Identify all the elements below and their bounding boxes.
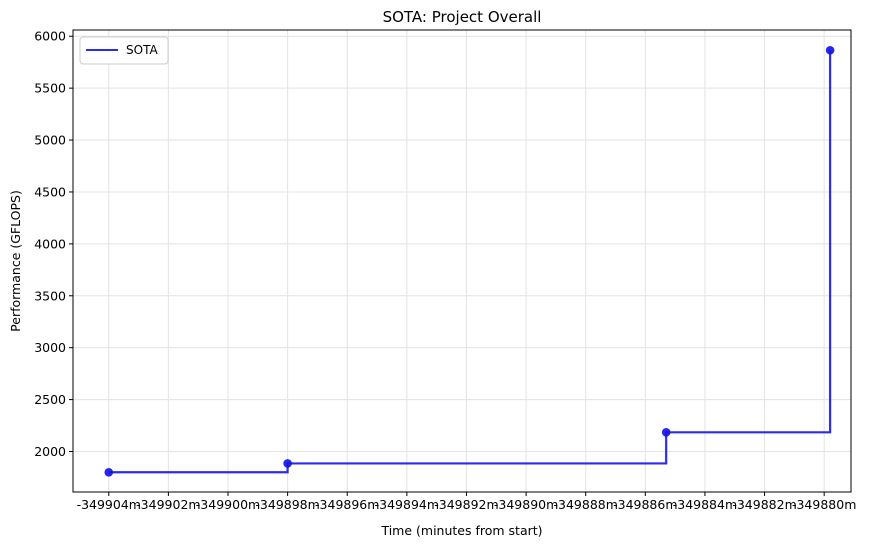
data-point	[283, 459, 292, 468]
plot-frame	[72, 29, 852, 493]
x-tick-label: -349884m	[673, 497, 737, 512]
y-tick-label: 2000	[34, 444, 66, 459]
x-tick-label: -349904m	[77, 497, 141, 512]
x-tick-label: -349896m	[315, 497, 379, 512]
x-tick-label: -349898m	[255, 497, 319, 512]
y-tick-label: 2500	[34, 392, 66, 407]
data-point	[825, 45, 835, 55]
x-tick-label: -349888m	[554, 497, 618, 512]
x-tick-label: -349894m	[375, 497, 439, 512]
chart-title: SOTA: Project Overall	[383, 8, 542, 26]
x-axis: -349904m-349902m-349900m-349898m-349896m…	[77, 492, 856, 512]
series-layer	[104, 45, 835, 477]
y-tick-label: 6000	[34, 29, 66, 44]
data-point	[104, 467, 114, 477]
legend-label: SOTA	[126, 43, 158, 57]
data-point	[661, 428, 671, 437]
legend: SOTA	[79, 36, 169, 65]
grid	[73, 30, 851, 492]
x-tick-label: -349880m	[792, 497, 856, 512]
y-tick-label: 3000	[34, 340, 66, 355]
legend-box	[79, 36, 169, 65]
series-line-sota	[108, 50, 832, 474]
y-axis-label: Performance (GFLOPS)	[8, 190, 23, 332]
x-axis-label: Time (minutes from start)	[380, 523, 542, 538]
x-tick-label: -349900m	[196, 497, 260, 512]
x-tick-label: -349892m	[434, 497, 498, 512]
x-tick-label: -349902m	[136, 497, 200, 512]
y-tick-label: 4000	[34, 236, 66, 251]
x-tick-label: -349882m	[732, 497, 796, 512]
y-tick-label: 4500	[34, 184, 66, 199]
y-tick-label: 3500	[34, 288, 66, 303]
y-tick-label: 5000	[34, 133, 66, 148]
y-tick-label: 5500	[34, 81, 66, 96]
x-tick-label: -349890m	[494, 497, 558, 512]
x-tick-label: -349886m	[613, 497, 677, 512]
y-axis: 2000 2500 3000 3500 4000 4500 5000 5500 6000	[34, 29, 73, 459]
